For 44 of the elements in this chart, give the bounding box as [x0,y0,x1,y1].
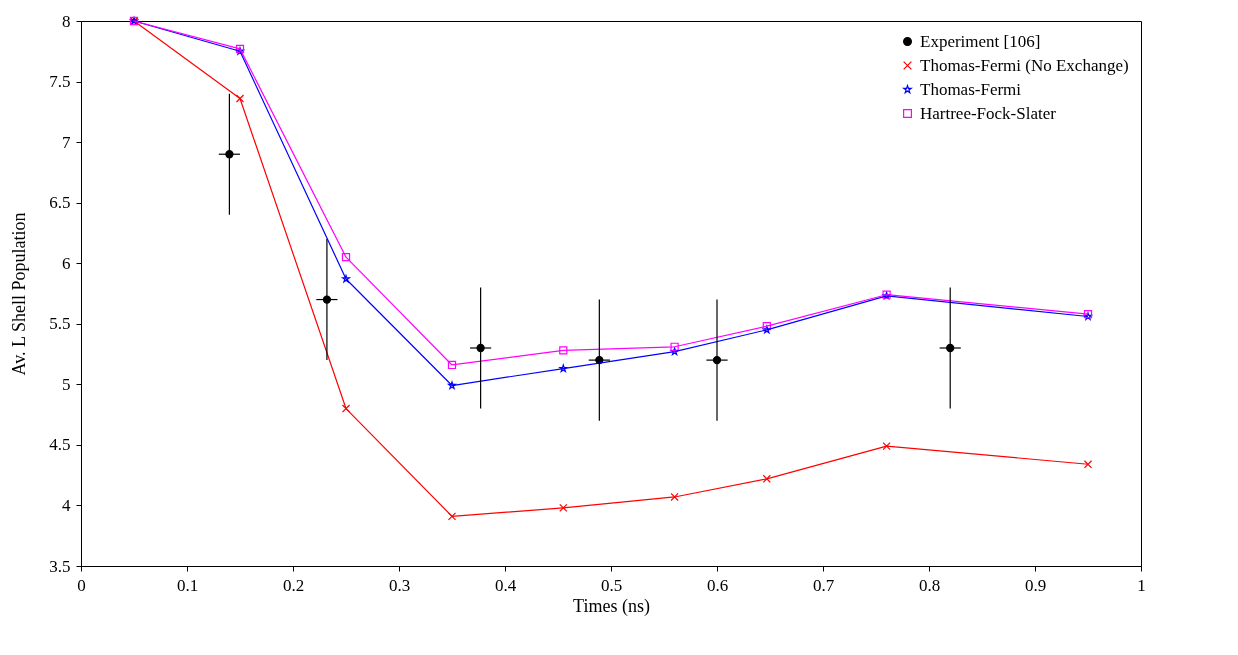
y-tick-label: 8 [62,11,71,31]
point [670,492,679,502]
point [670,347,679,356]
point [559,346,568,355]
legend-label: Experiment [106] [920,31,1041,51]
point [447,360,457,370]
point [762,322,771,331]
x-tick-label: 1 [1137,575,1146,595]
x-axis-title: Times (ns) [573,595,650,617]
y-tick-label: 3.5 [49,556,71,576]
x-tick-label: 0.4 [494,575,517,595]
x-tick-label: 0.9 [1024,575,1047,595]
y-tick-label: 4 [62,495,71,515]
legend-label: Hartree-Fock-Slater [920,103,1057,123]
point [235,94,245,103]
y-tick-label: 5 [62,374,71,394]
y-tick-label: 7 [62,132,71,152]
x-tick-label: 0.1 [176,575,199,595]
y-tick-label: 6.5 [49,193,71,213]
point [559,364,568,373]
y-tick-label: 6 [62,253,71,273]
legend-label: Thomas-Fermi (No Exchange) [920,55,1129,75]
point [1083,460,1093,469]
point [341,404,351,413]
y-tick-label: 5.5 [49,314,71,334]
y-axis-title: Av. L Shell Population [9,212,30,376]
point [342,274,350,283]
x-tick-label: 0 [77,575,86,595]
point [670,342,679,351]
x-tick-label: 0.2 [282,575,305,595]
y-tick-label: 7.5 [49,72,71,92]
legend-label: Thomas-Fermi [920,79,1022,99]
y-tick-label: 4.5 [49,435,71,455]
x-tick-label: 0.8 [918,575,941,595]
point [882,441,891,451]
x-tick-label: 0.5 [600,575,623,595]
x-tick-label: 0.7 [812,575,835,595]
point [341,253,351,262]
x-tick-label: 0.6 [706,575,729,595]
point [447,512,457,521]
point [762,474,771,483]
x-tick-label: 0.3 [388,575,411,595]
point [448,381,456,389]
point [559,503,568,512]
